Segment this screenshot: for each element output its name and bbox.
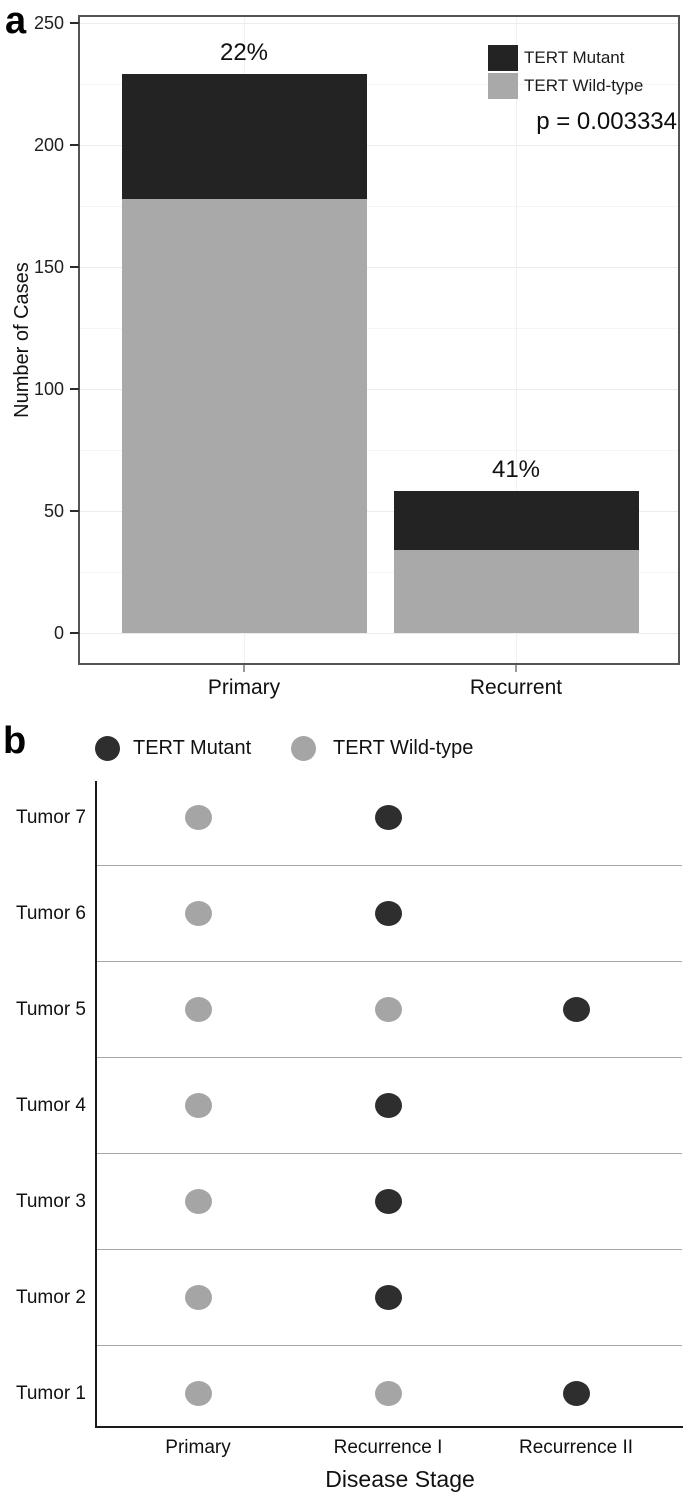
gridline-major xyxy=(80,510,678,512)
gridline-major xyxy=(80,144,678,146)
legend-swatch-tert-mutant xyxy=(488,45,518,71)
dot-tumor-4-recurrence-i xyxy=(374,1092,402,1118)
dot-tumor-2-recurrence-i xyxy=(374,1284,402,1310)
row-separator xyxy=(97,1345,682,1346)
dot-tumor-7-recurrence-i xyxy=(374,804,402,830)
row-label-tumor-3: Tumor 3 xyxy=(15,1191,86,1212)
y-axis-tick-mark xyxy=(70,144,79,146)
panel-a-plot-area xyxy=(78,15,680,665)
x-axis-line xyxy=(95,1426,683,1428)
panel-a-label: a xyxy=(5,0,27,42)
row-label-tumor-1: Tumor 1 xyxy=(15,1383,86,1404)
gridline-major xyxy=(80,266,678,268)
gridline-minor xyxy=(80,571,678,573)
y-tick-label: 250 xyxy=(33,13,64,33)
x-axis-tick-mark xyxy=(243,665,245,672)
row-separator xyxy=(97,865,682,866)
legend-label-tert-mutant: TERT Mutant xyxy=(133,737,252,759)
row-separator xyxy=(97,1057,682,1058)
y-axis-tick-mark xyxy=(70,510,79,512)
dot-tumor-7-primary xyxy=(184,804,212,830)
x-tick-label-recurrence-i: Recurrence I xyxy=(333,1437,443,1458)
row-separator xyxy=(97,1153,682,1154)
x-axis-title: Disease Stage xyxy=(325,1466,475,1492)
row-label-tumor-2: Tumor 2 xyxy=(15,1287,86,1308)
row-label-tumor-6: Tumor 6 xyxy=(15,903,86,924)
row-separator xyxy=(97,1249,682,1250)
x-tick-label-primary: Primary xyxy=(207,676,281,699)
x-tick-label-recurrent: Recurrent xyxy=(469,676,563,699)
y-axis-tick-mark xyxy=(70,632,79,634)
y-tick-label: 200 xyxy=(33,135,64,155)
row-separator xyxy=(97,961,682,962)
y-axis-tick-mark xyxy=(70,388,79,390)
y-axis-tick-mark xyxy=(70,266,79,268)
legend-swatch-tert-mutant xyxy=(94,735,120,761)
y-axis-title: Number of Cases xyxy=(11,262,33,418)
legend-swatch-tert-wild-type xyxy=(290,735,316,761)
dot-tumor-2-primary xyxy=(184,1284,212,1310)
y-tick-label: 150 xyxy=(33,257,64,277)
dot-tumor-1-recurrence-ii xyxy=(562,1380,590,1406)
dot-tumor-1-recurrence-i xyxy=(374,1380,402,1406)
bar-segment-recurrent-tert-wild-type xyxy=(393,550,639,633)
dot-tumor-3-primary xyxy=(184,1188,212,1214)
gridline-minor xyxy=(80,327,678,329)
legend-label-tert-mutant: TERT Mutant xyxy=(524,48,625,67)
dot-tumor-6-recurrence-i xyxy=(374,900,402,926)
y-tick-label: 0 xyxy=(53,623,64,643)
row-label-tumor-5: Tumor 5 xyxy=(15,999,86,1020)
gridline-major xyxy=(80,22,678,24)
p-value-annotation: p = 0.003334 xyxy=(536,108,677,135)
gridline-minor xyxy=(80,205,678,207)
dot-tumor-4-primary xyxy=(184,1092,212,1118)
panel-b-label: b xyxy=(3,720,27,762)
dot-tumor-3-recurrence-i xyxy=(374,1188,402,1214)
y-tick-label: 50 xyxy=(43,501,64,521)
y-axis-tick-mark xyxy=(70,22,79,24)
legend-swatch-tert-wild-type xyxy=(488,73,518,99)
gridline-major xyxy=(80,632,678,634)
dot-tumor-6-primary xyxy=(184,900,212,926)
gridline-minor xyxy=(80,449,678,451)
gridline-vertical xyxy=(515,17,517,663)
y-axis-line xyxy=(95,781,97,1428)
bar-percent-label-primary: 22% xyxy=(219,39,269,67)
bar-segment-primary-tert-wild-type xyxy=(121,198,367,633)
legend-label-tert-wild-type: TERT Wild-type xyxy=(333,737,474,759)
bar-percent-label-recurrent: 41% xyxy=(491,456,541,484)
bar-segment-recurrent-tert-mutant xyxy=(393,491,639,551)
x-axis-tick-mark xyxy=(515,665,517,672)
dot-tumor-5-recurrence-i xyxy=(374,996,402,1022)
x-tick-label-recurrence-ii: Recurrence II xyxy=(518,1437,634,1458)
row-label-tumor-4: Tumor 4 xyxy=(15,1095,86,1116)
dot-tumor-5-recurrence-ii xyxy=(562,996,590,1022)
dot-tumor-5-primary xyxy=(184,996,212,1022)
row-label-tumor-7: Tumor 7 xyxy=(15,807,86,828)
legend-label-tert-wild-type: TERT Wild-type xyxy=(524,76,644,95)
bar-segment-primary-tert-mutant xyxy=(121,74,367,199)
gridline-major xyxy=(80,388,678,390)
x-tick-label-primary: Primary xyxy=(165,1437,231,1458)
dot-tumor-1-primary xyxy=(184,1380,212,1406)
y-tick-label: 100 xyxy=(33,379,64,399)
gridline-minor xyxy=(80,83,678,85)
